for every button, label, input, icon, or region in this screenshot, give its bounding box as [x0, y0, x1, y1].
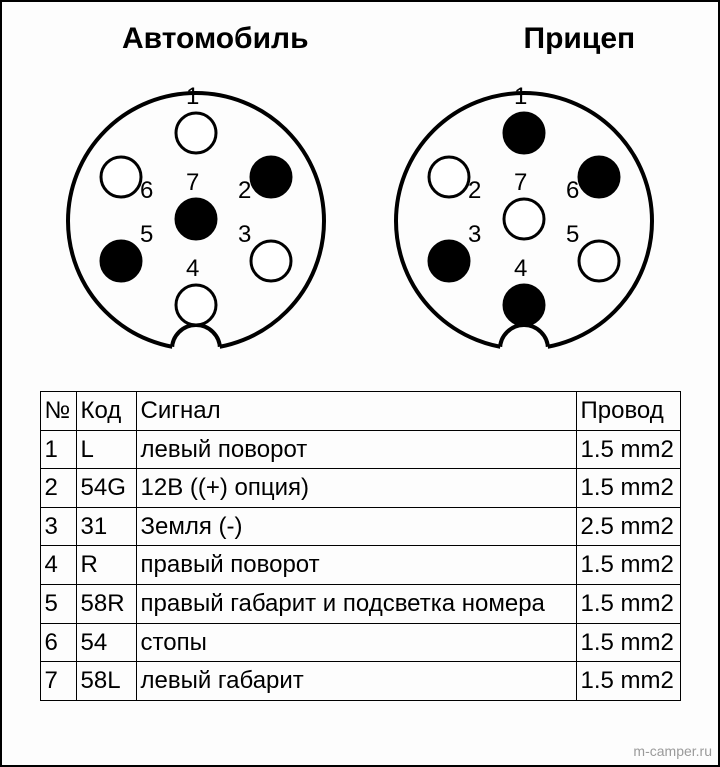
th-code: Код	[76, 392, 136, 431]
td-signal: правый поворот	[136, 546, 576, 585]
connector-trailer: 1 2 3 4 5 6 7	[374, 71, 674, 371]
title-trailer: Прицеп	[524, 22, 636, 56]
pin-4	[504, 285, 544, 325]
td-code: 58R	[76, 584, 136, 623]
td-no: 7	[40, 662, 76, 701]
td-code: 54	[76, 623, 136, 662]
pinout-table: № Код Сигнал Провод 1Lлевый поворот1.5 m…	[40, 391, 681, 701]
th-signal: Сигнал	[136, 392, 576, 431]
title-automobile: Автомобиль	[122, 22, 309, 56]
pin-5	[579, 241, 619, 281]
pin-1	[176, 113, 216, 153]
table-row: 4Rправый поворот1.5 mm2	[40, 546, 680, 585]
td-no: 3	[40, 507, 76, 546]
td-no: 5	[40, 584, 76, 623]
pin-label-4: 4	[186, 255, 199, 283]
pin-3	[251, 241, 291, 281]
td-signal: Земля (-)	[136, 507, 576, 546]
pin-label-1: 1	[514, 83, 527, 111]
pin-label-4: 4	[514, 255, 527, 283]
table-row: 331Земля (-)2.5 mm2	[40, 507, 680, 546]
td-code: R	[76, 546, 136, 585]
td-wire: 1.5 mm2	[576, 469, 680, 508]
td-no: 1	[40, 430, 76, 469]
td-signal: левый поворот	[136, 430, 576, 469]
pin-label-3: 3	[468, 221, 481, 249]
th-no: №	[40, 392, 76, 431]
watermark: m-camper.ru	[633, 743, 712, 759]
pin-label-2: 2	[238, 177, 251, 205]
td-no: 4	[40, 546, 76, 585]
pin-6	[101, 157, 141, 197]
pin-5	[101, 241, 141, 281]
pin-label-7: 7	[186, 169, 199, 197]
td-wire: 1.5 mm2	[576, 623, 680, 662]
diagram-container: Автомобиль Прицеп 1234567 1234567 № Код …	[0, 0, 720, 767]
td-wire: 1.5 mm2	[576, 662, 680, 701]
td-signal: правый габарит и подсветка номера	[136, 584, 576, 623]
pin-label-7: 7	[514, 169, 527, 197]
td-wire: 2.5 mm2	[576, 507, 680, 546]
pin-label-5: 5	[566, 221, 579, 249]
diagrams-row: 1 2 3 4 5 6 7 1 2 3 4 5 6 7	[2, 71, 718, 371]
td-no: 6	[40, 623, 76, 662]
pin-label-6: 6	[140, 177, 153, 205]
td-signal: стопы	[136, 623, 576, 662]
td-wire: 1.5 mm2	[576, 584, 680, 623]
td-no: 2	[40, 469, 76, 508]
pin-label-3: 3	[238, 221, 251, 249]
pin-label-1: 1	[186, 83, 199, 111]
table-row: 1Lлевый поворот1.5 mm2	[40, 430, 680, 469]
connector-automobile: 1 2 3 4 5 6 7	[46, 71, 346, 371]
td-wire: 1.5 mm2	[576, 430, 680, 469]
pin-7	[176, 199, 216, 239]
pin-4	[176, 285, 216, 325]
pin-3	[429, 241, 469, 281]
td-signal: левый габарит	[136, 662, 576, 701]
td-wire: 1.5 mm2	[576, 546, 680, 585]
td-code: L	[76, 430, 136, 469]
table-row: 254G12В ((+) опция)1.5 mm2	[40, 469, 680, 508]
pin-label-6: 6	[566, 177, 579, 205]
titles-row: Автомобиль Прицеп	[2, 2, 718, 56]
pin-6	[579, 157, 619, 197]
th-wire: Провод	[576, 392, 680, 431]
pin-7	[504, 199, 544, 239]
table-row: 558Rправый габарит и подсветка номера1.5…	[40, 584, 680, 623]
td-signal: 12В ((+) опция)	[136, 469, 576, 508]
pin-2	[251, 157, 291, 197]
pin-label-5: 5	[140, 221, 153, 249]
table-row: 654стопы1.5 mm2	[40, 623, 680, 662]
table-header-row: № Код Сигнал Провод	[40, 392, 680, 431]
pin-label-2: 2	[468, 177, 481, 205]
td-code: 58L	[76, 662, 136, 701]
table-row: 758Lлевый габарит1.5 mm2	[40, 662, 680, 701]
td-code: 31	[76, 507, 136, 546]
pin-1	[504, 113, 544, 153]
td-code: 54G	[76, 469, 136, 508]
pin-2	[429, 157, 469, 197]
